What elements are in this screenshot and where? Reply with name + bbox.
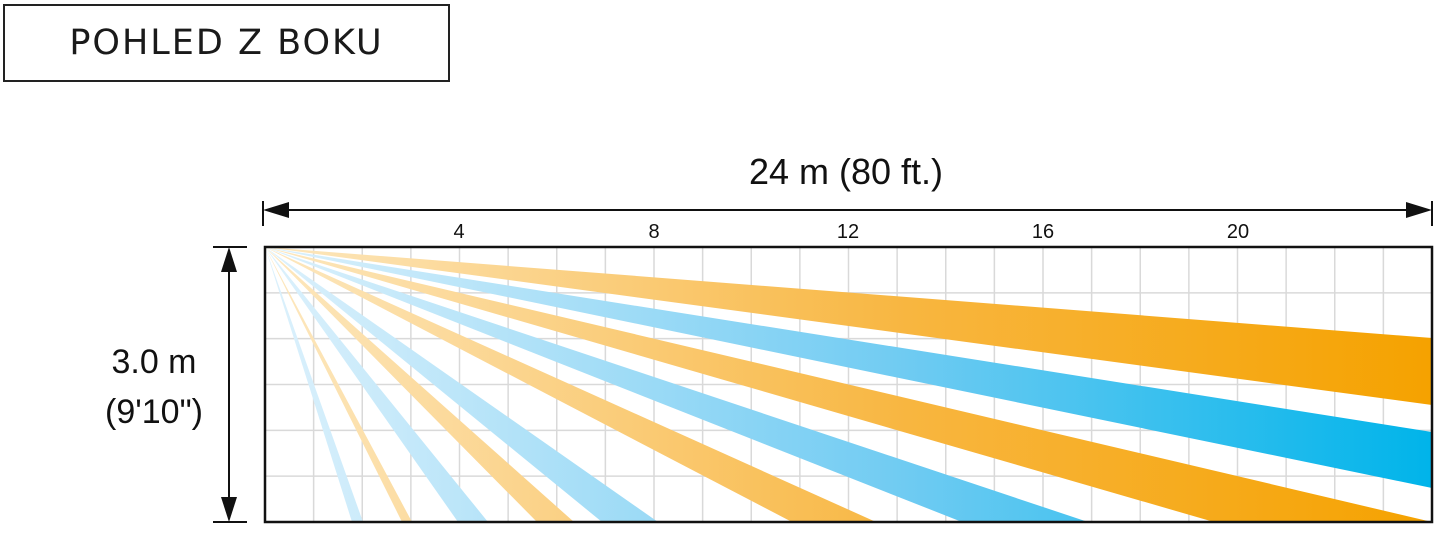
beam-orange-3: [265, 247, 876, 522]
beam-orange-5: [265, 247, 412, 522]
beam-orange-1: [265, 247, 1432, 405]
height-label-metric: 3.0 m: [111, 343, 196, 381]
view-title: POHLED Z BOKU: [69, 23, 384, 63]
beam-orange-2: [265, 247, 1432, 522]
height-dimension: [213, 246, 247, 523]
detection-area-frame: [263, 245, 1434, 524]
distance-ticks: 4 8 12 16 20: [453, 221, 1249, 243]
arrow-right-icon: [1406, 202, 1432, 218]
beam-orange-4: [265, 247, 574, 522]
detection-beams: [265, 247, 1432, 522]
arrow-up-icon: [221, 247, 237, 272]
beam-blue-2: [265, 247, 1088, 522]
tick-label: 16: [1032, 221, 1054, 243]
tick-label: 20: [1227, 221, 1249, 243]
view-title-box: POHLED Z BOKU: [3, 4, 450, 82]
beam-blue-1: [265, 247, 1432, 488]
arrow-left-icon: [263, 202, 289, 218]
length-label: 24 m (80 ft.): [749, 151, 943, 192]
arrow-down-icon: [221, 497, 237, 522]
tick-label: 12: [837, 221, 859, 243]
beam-blue-4: [265, 247, 488, 522]
tick-label: 4: [453, 221, 464, 243]
height-label-imperial: (9'10"): [105, 393, 203, 431]
beam-blue-5: [265, 247, 363, 522]
beam-blue-3: [265, 247, 658, 522]
tick-label: 8: [648, 221, 659, 243]
length-dimension: [262, 201, 1433, 226]
